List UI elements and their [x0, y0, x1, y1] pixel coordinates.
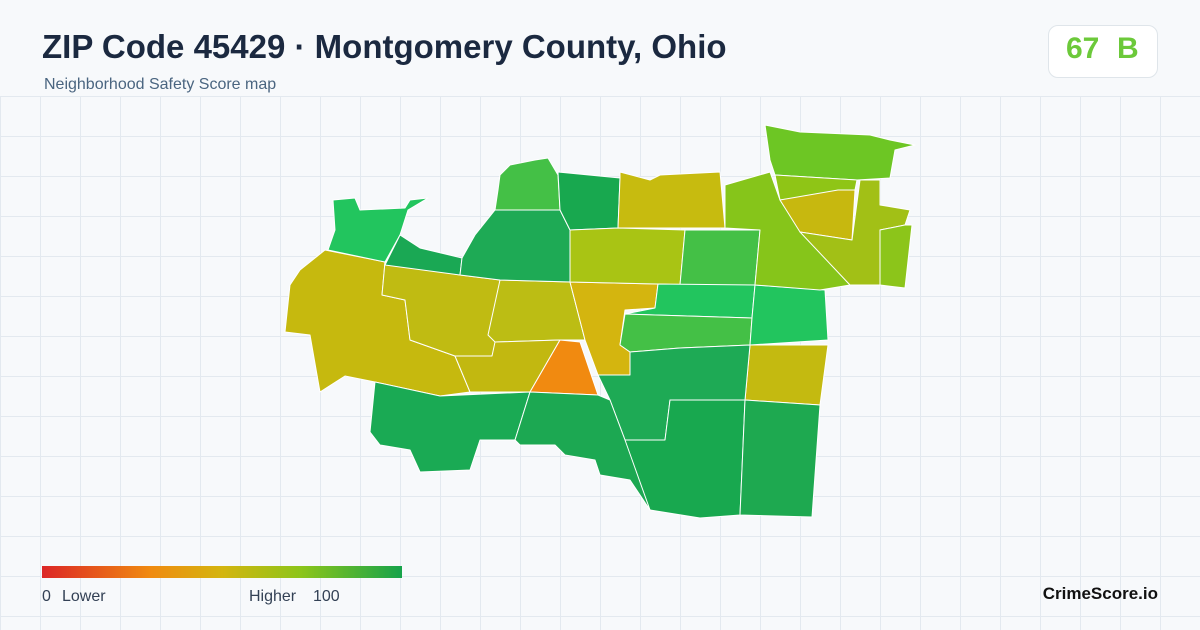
score: 67 [1066, 32, 1100, 65]
area [569, 227, 686, 286]
title: ZIP Code 45429 · Montgomery County, Ohio [42, 28, 727, 65]
area [749, 284, 829, 346]
area [557, 171, 621, 231]
grade: B [1117, 32, 1139, 65]
area [494, 157, 561, 211]
legend-gradient [42, 566, 402, 578]
legend-max-label: Higher [249, 588, 297, 605]
header-band [0, 0, 1200, 96]
area [617, 171, 726, 229]
subtitle: Neighborhood Safety Score map [44, 76, 277, 93]
area [879, 224, 913, 289]
legend-min-label: Lower [62, 588, 106, 605]
area [724, 171, 851, 291]
score-box [1048, 25, 1158, 78]
area [514, 391, 651, 511]
legend-min: 0 [42, 588, 51, 605]
area [369, 381, 531, 473]
area [764, 124, 916, 181]
area [799, 179, 911, 286]
area [744, 344, 829, 406]
brand: CrimeScore.io [1042, 584, 1158, 603]
area [779, 189, 856, 241]
area [487, 279, 586, 343]
area [739, 399, 821, 518]
area [327, 197, 429, 263]
legend-max: 100 [313, 588, 340, 605]
area [679, 229, 761, 286]
area [459, 209, 573, 283]
